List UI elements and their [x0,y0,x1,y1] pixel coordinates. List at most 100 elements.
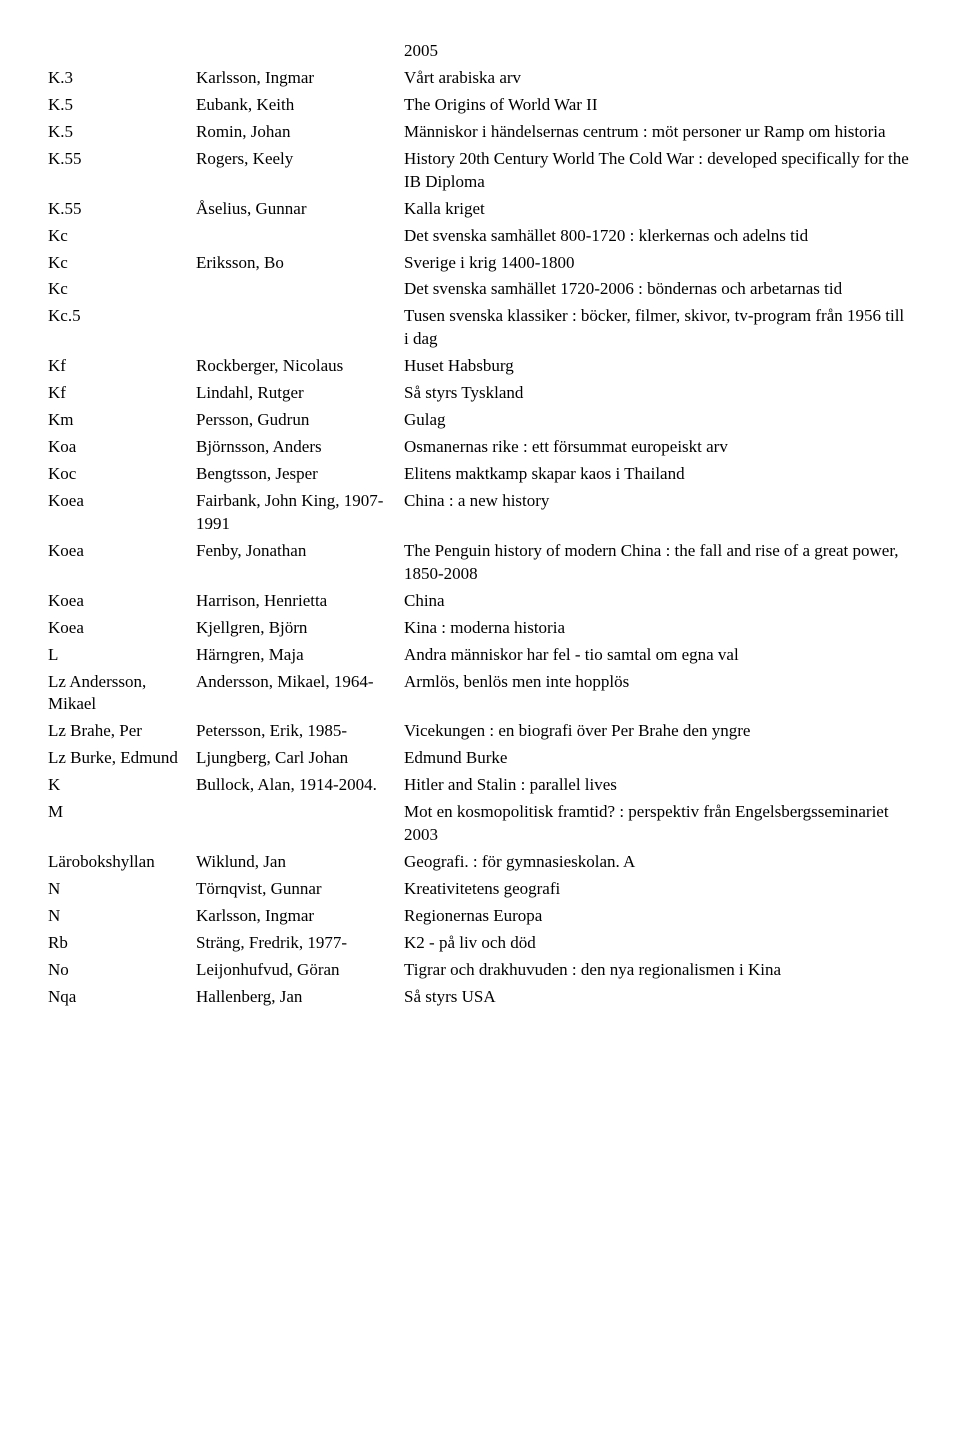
call-number: Kf [48,382,196,405]
table-row: Lz Andersson, MikaelAndersson, Mikael, 1… [48,671,912,717]
table-row: Kc Det svenska samhället 1720-2006 : bönd… [48,278,912,301]
author: Björnsson, Anders [196,436,404,459]
call-number: Koea [48,617,196,640]
author: Petersson, Erik, 1985- [196,720,404,743]
author: Eriksson, Bo [196,252,404,275]
author: Persson, Gudrun [196,409,404,432]
author: Åselius, Gunnar [196,198,404,221]
table-row: NKarlsson, IngmarRegionernas Europa [48,905,912,928]
title: Huset Habsburg [404,355,912,378]
table-row: KfLindahl, RutgerSå styrs Tyskland [48,382,912,405]
call-number: Nqa [48,986,196,1009]
title: K2 - på liv och död [404,932,912,955]
author: Törnqvist, Gunnar [196,878,404,901]
table-row: KfRockberger, NicolausHuset Habsburg [48,355,912,378]
table-row: Lz Brahe, PerPetersson, Erik, 1985-Vicek… [48,720,912,743]
table-row: K.5Eubank, KeithThe Origins of World War… [48,94,912,117]
title: 2005 [404,40,912,63]
call-number: No [48,959,196,982]
table-row: K.5Romin, JohanMänniskor i händelsernas … [48,121,912,144]
author: Lindahl, Rutger [196,382,404,405]
table-row: LärobokshyllanWiklund, JanGeografi. : fö… [48,851,912,874]
title: Sverige i krig 1400-1800 [404,252,912,275]
call-number: K [48,774,196,797]
table-row: 2005 [48,40,912,63]
author: Leijonhufvud, Göran [196,959,404,982]
call-number: K.5 [48,94,196,117]
title: Det svenska samhället 800-1720 : klerker… [404,225,912,248]
title: China [404,590,912,613]
call-number: Kc [48,252,196,275]
table-row: KoeaHarrison, HenriettaChina [48,590,912,613]
table-row: Kc.5 Tusen svenska klassiker : böcker, fi… [48,305,912,351]
call-number: Koea [48,490,196,513]
call-number: N [48,878,196,901]
author: Rogers, Keely [196,148,404,171]
call-number: Kf [48,355,196,378]
title: Regionernas Europa [404,905,912,928]
call-number: Kc.5 [48,305,196,328]
author: Romin, Johan [196,121,404,144]
table-row: KBullock, Alan, 1914-2004.Hitler and Sta… [48,774,912,797]
table-row: KmPersson, GudrunGulag [48,409,912,432]
call-number: K.55 [48,198,196,221]
table-row: RbSträng, Fredrik, 1977-K2 - på liv och … [48,932,912,955]
table-row: NTörnqvist, GunnarKreativitetens geograf… [48,878,912,901]
title: Människor i händelsernas centrum : möt p… [404,121,912,144]
author: Wiklund, Jan [196,851,404,874]
table-row: KcDet svenska samhället 800-1720 : klerk… [48,225,912,248]
title: Edmund Burke [404,747,912,770]
title: Andra människor har fel - tio samtal om … [404,644,912,667]
title: Hitler and Stalin : parallel lives [404,774,912,797]
call-number: K.3 [48,67,196,90]
table-row: K.3Karlsson, IngmarVårt arabiska arv [48,67,912,90]
title: The Origins of World War II [404,94,912,117]
title: Det svenska samhället 1720-2006 : bönder… [404,278,912,301]
call-number: K.55 [48,148,196,171]
author: Hallenberg, Jan [196,986,404,1009]
table-row: K.55Åselius, GunnarKalla kriget [48,198,912,221]
title: Så styrs Tyskland [404,382,912,405]
author: Rockberger, Nicolaus [196,355,404,378]
call-number: Lz Andersson, Mikael [48,671,196,717]
call-number: Koea [48,540,196,563]
table-row: KoeaKjellgren, BjörnKina : moderna histo… [48,617,912,640]
call-number: Kc [48,278,196,301]
call-number: Km [48,409,196,432]
call-number: Lärobokshyllan [48,851,196,874]
title: Tigrar och drakhuvuden : den nya regiona… [404,959,912,982]
table-row: K.55Rogers, KeelyHistory 20th Century Wo… [48,148,912,194]
title: Så styrs USA [404,986,912,1009]
author: Karlsson, Ingmar [196,67,404,90]
table-row: M Mot en kosmopolitisk framtid? : perspek… [48,801,912,847]
author: Ljungberg, Carl Johan [196,747,404,770]
author: Kjellgren, Björn [196,617,404,640]
author: Sträng, Fredrik, 1977- [196,932,404,955]
title: Tusen svenska klassiker : böcker, filmer… [404,305,912,351]
title: China : a new history [404,490,912,513]
call-number: M [48,801,196,824]
call-number: Koea [48,590,196,613]
title: Osmanernas rike : ett försummat europeis… [404,436,912,459]
call-number: Koa [48,436,196,459]
call-number: L [48,644,196,667]
author: Härngren, Maja [196,644,404,667]
table-row: LHärngren, MajaAndra människor har fel -… [48,644,912,667]
author: Andersson, Mikael, 1964- [196,671,404,694]
call-number: Lz Burke, Edmund [48,747,196,770]
title: Gulag [404,409,912,432]
title: The Penguin history of modern China : th… [404,540,912,586]
author: Bengtsson, Jesper [196,463,404,486]
title: Armlös, benlös men inte hopplös [404,671,912,694]
call-number: Rb [48,932,196,955]
book-list-table: 2005 K.3Karlsson, IngmarVårt arabiska arv… [48,40,912,1009]
title: Mot en kosmopolitisk framtid? : perspekt… [404,801,912,847]
call-number: Koc [48,463,196,486]
title: Vårt arabiska arv [404,67,912,90]
title: Kina : moderna historia [404,617,912,640]
table-row: Lz Burke, EdmundLjungberg, Carl JohanEdm… [48,747,912,770]
call-number: N [48,905,196,928]
author: Eubank, Keith [196,94,404,117]
call-number: K.5 [48,121,196,144]
author: Bullock, Alan, 1914-2004. [196,774,404,797]
